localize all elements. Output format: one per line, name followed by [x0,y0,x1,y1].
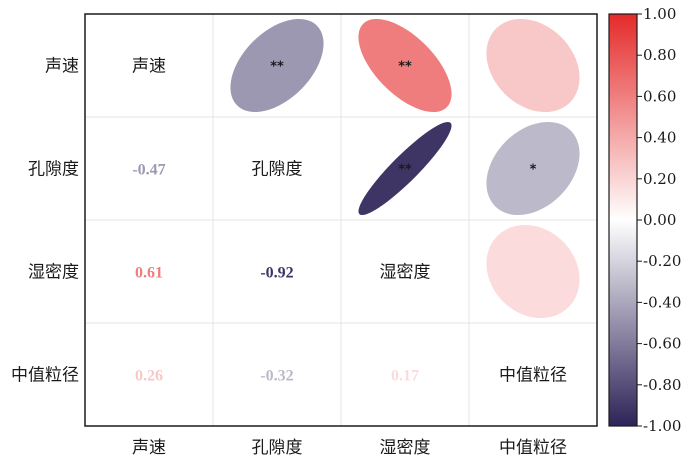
x-axis-tick-label: 孔隙度 [252,438,303,458]
colorbar-tick-label: 1.00 [643,5,676,23]
grid-lines [85,14,597,426]
correlation-ellipse [230,18,324,113]
colorbar-tick-label: -0.60 [643,335,681,353]
diagonal-variable-label: 湿密度 [380,263,431,283]
coefficient-label: 0.26 [135,368,163,385]
colorbar-tick-label: -1.00 [643,417,681,435]
colorbar-gradient [608,13,638,427]
significance-mark: * [530,163,537,178]
diagonal-variable-label: 声速 [132,57,166,77]
y-axis-tick-label: 声速 [45,57,79,77]
plot-frame [84,13,598,427]
coefficient-label: -0.32 [260,368,293,385]
significance-mark: ** [398,60,412,75]
colorbar-tick-label: 0.60 [643,87,676,105]
significance-mark: ** [398,163,412,178]
x-axis-tick-label: 中值粒径 [499,438,567,458]
x-axis-tick-label: 湿密度 [380,438,431,458]
colorbar-tick-label: 0.80 [643,46,676,64]
correlation-ellipse [486,18,580,113]
diagonal-variable-label: 中值粒径 [499,366,567,386]
correlation-ellipse [358,18,452,113]
colorbar-tick-label: 0.20 [643,170,676,188]
coefficient-label: -0.47 [132,162,165,179]
correlation-ellipse [358,121,452,216]
colorbar-tick-label: 0.00 [643,211,676,229]
y-axis-tick-label: 湿密度 [28,263,79,283]
colorbar-tick-label: -0.80 [643,376,681,394]
x-axis-labels: 声速 孔隙度 湿密度 中值粒径 [132,438,567,458]
correlation-ellipse [486,224,580,319]
colorbar-tick-label: -0.20 [643,252,681,270]
coefficient-label: 0.17 [391,368,419,385]
colorbar: 1.00 0.80 0.60 0.40 0.20 0.00 -0.20 -0.40 -0.60 -… [608,5,681,435]
coefficient-label: 0.61 [135,265,163,282]
coefficient-label: -0.92 [260,265,293,282]
diagonal-variable-label: 孔隙度 [252,160,303,180]
colorbar-tick-label: 0.40 [643,129,676,147]
correlation-ellipse [486,121,580,216]
y-axis-tick-label: 中值粒径 [11,366,79,386]
colorbar-tick-label: -0.40 [643,293,681,311]
matrix-cells: ** **** *-0.470.61 -0.920.26 -0.32 0.17 [132,18,580,385]
significance-mark: ** [270,60,284,75]
x-axis-tick-label: 声速 [132,438,166,458]
y-axis-tick-label: 孔隙度 [28,160,79,180]
